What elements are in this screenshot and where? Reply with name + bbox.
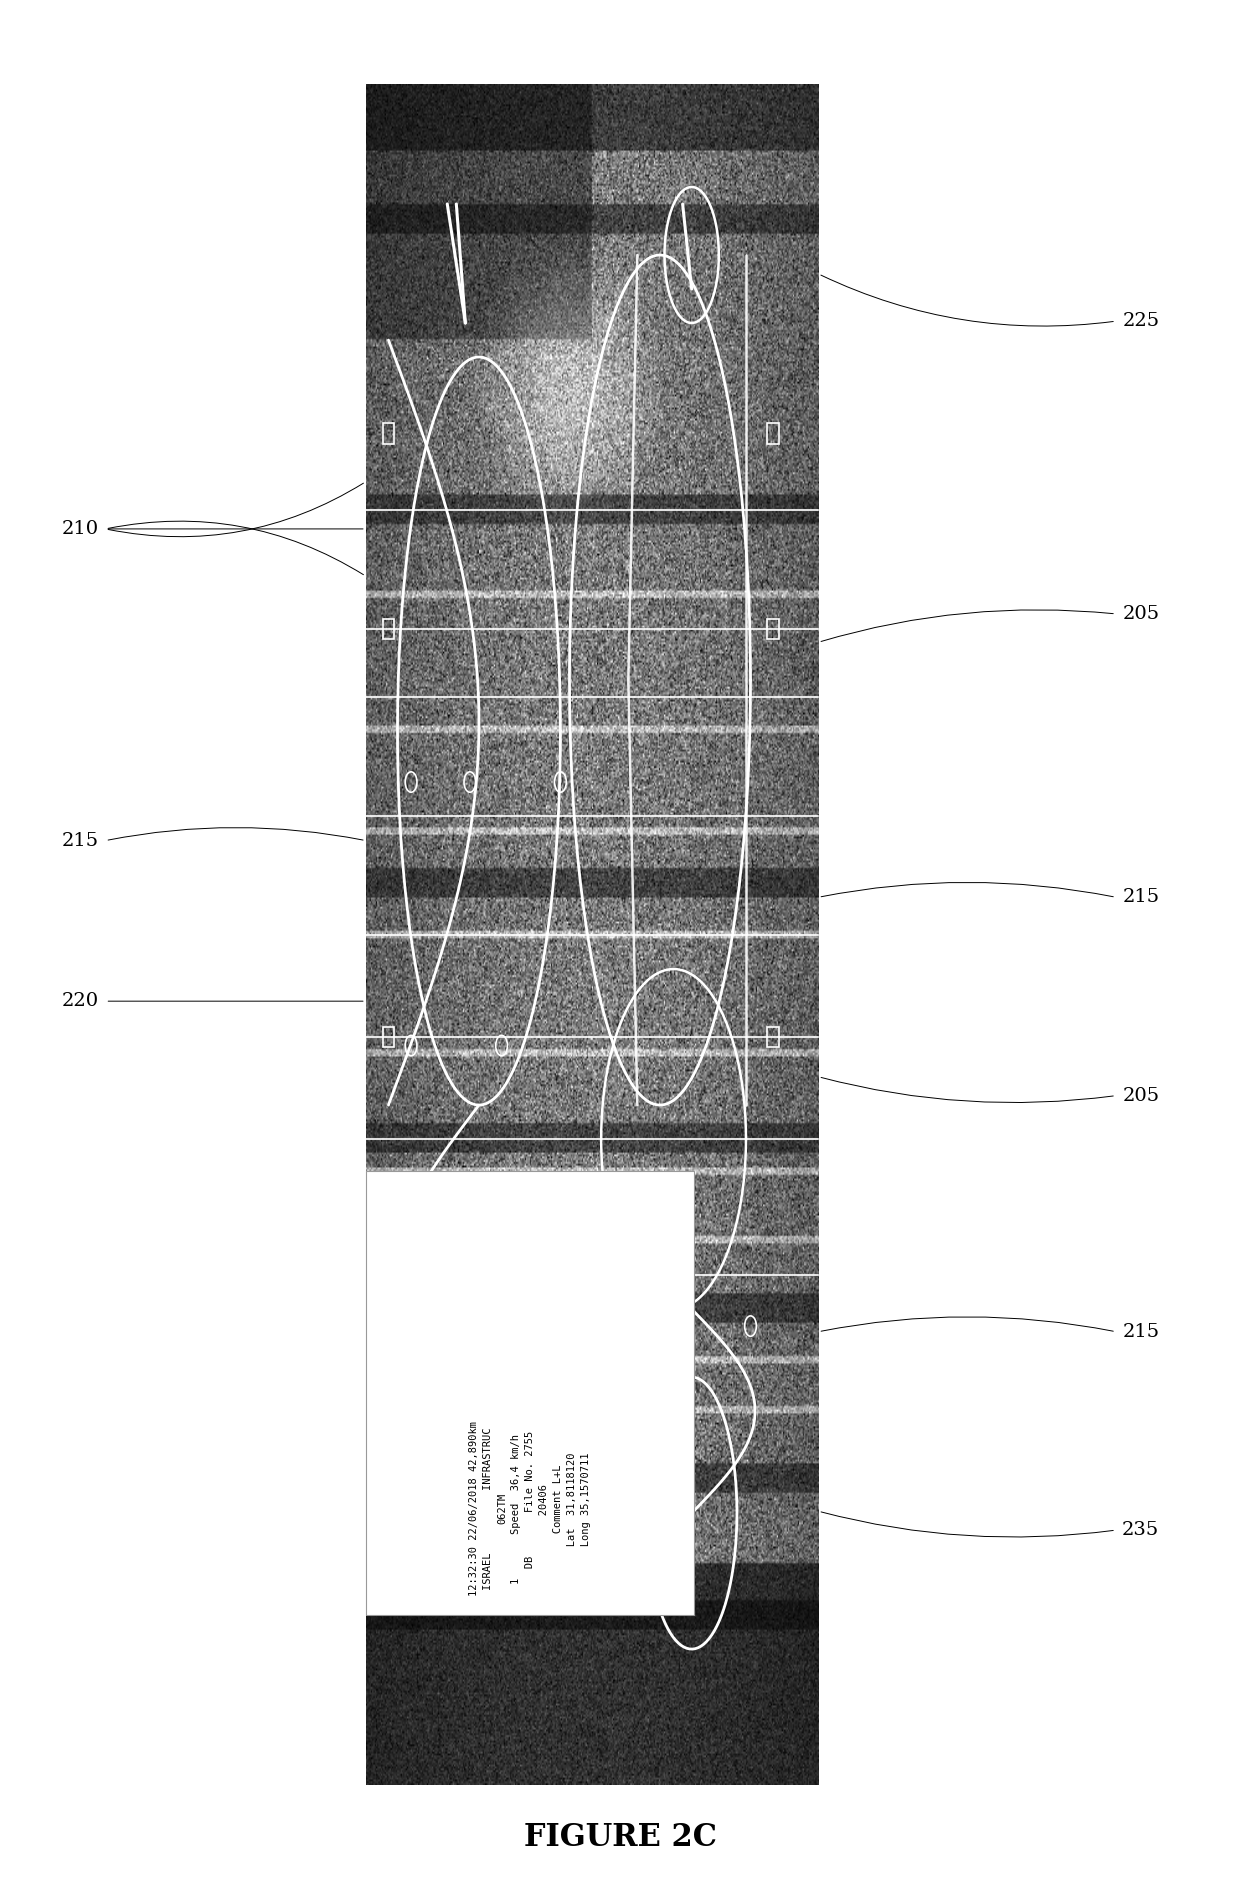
- Bar: [383, 620, 394, 638]
- Text: 210: 210: [62, 519, 99, 538]
- Bar: [768, 423, 779, 444]
- Bar: [383, 1028, 394, 1047]
- Text: 215: 215: [62, 831, 99, 850]
- Bar: [768, 620, 779, 638]
- Text: 215: 215: [1122, 888, 1159, 907]
- Text: 12:32:30 22/06/2018 42,890km
ISRAEL          INFRASTRUC
062TM
1       Speed  36,: 12:32:30 22/06/2018 42,890km ISRAEL INFR…: [469, 1421, 591, 1596]
- Text: 225: 225: [1122, 312, 1159, 331]
- Text: FIGURE 2C: FIGURE 2C: [523, 1823, 717, 1853]
- Text: 205: 205: [1122, 604, 1159, 623]
- Text: 220: 220: [62, 992, 99, 1011]
- Text: 215: 215: [1122, 1322, 1159, 1341]
- Text: 205: 205: [1122, 1086, 1159, 1105]
- Text: 235: 235: [1122, 1521, 1159, 1540]
- Bar: [768, 1028, 779, 1047]
- Bar: [366, 1171, 694, 1615]
- Bar: [383, 423, 394, 444]
